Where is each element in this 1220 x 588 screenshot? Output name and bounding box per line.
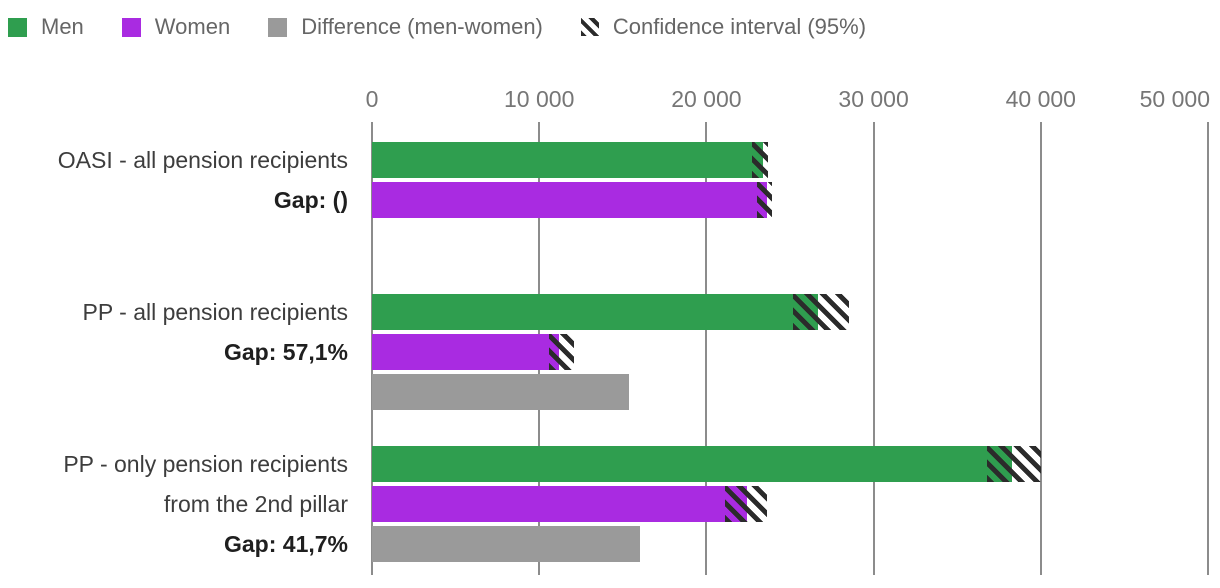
bar-women-group-3 [372, 486, 747, 522]
confidence-interval-women-group-3 [724, 486, 767, 522]
tick-label-40000: 40 000 [1005, 86, 1076, 112]
legend-item-confidence-interval-95[interactable]: Confidence interval (95%) [580, 14, 867, 40]
bar-difference-men-women-group-2 [372, 374, 630, 410]
group-label-2-line-1: PP - all pension recipients [82, 299, 349, 325]
legend-item-men[interactable]: Men [8, 14, 84, 40]
legend-label: Women [154, 14, 231, 39]
legend-item-women[interactable]: Women [121, 14, 231, 40]
tick-label-10000: 10 000 [504, 86, 575, 112]
bar-difference-men-women-group-3 [372, 526, 640, 562]
legend-swatch-icon [268, 17, 288, 37]
bar-women-group-2 [372, 334, 560, 370]
group-label-3-line-2: from the 2nd pillar [163, 491, 348, 517]
gap-label-group-2: Gap: 57,1% [224, 339, 348, 365]
tick-label-50000: 50 000 [1139, 86, 1210, 112]
bar-men-group-1 [372, 142, 764, 178]
bar-men-group-3 [372, 446, 1013, 482]
gap-label-group-1: Gap: () [273, 187, 348, 213]
legend-label: Difference (men-women) [301, 14, 543, 39]
tick-label-0: 0 [365, 86, 379, 112]
tick-label-30000: 30 000 [838, 86, 909, 112]
legend-swatch-icon [121, 17, 141, 37]
tick-label-20000: 20 000 [671, 86, 742, 112]
confidence-interval-men-group-3 [987, 446, 1041, 482]
gridline-30000 [872, 122, 875, 575]
chart-legend: Men Women Difference (men-women) Confidence… [8, 14, 866, 40]
confidence-interval-men-group-2 [793, 294, 849, 330]
legend-label: Men [41, 14, 84, 39]
group-label-1-line-1: OASI - all pension recipients [57, 147, 348, 173]
confidence-interval-women-group-2 [549, 334, 575, 370]
bar-men-group-2 [372, 294, 819, 330]
ci-hatch-swatch-icon [580, 18, 599, 36]
legend-item-difference-men-women[interactable]: Difference (men-women) [268, 14, 543, 40]
gridline-50000 [1207, 122, 1209, 575]
legend-label: Confidence interval (95%) [612, 14, 867, 39]
bar-women-group-1 [372, 182, 767, 218]
confidence-interval-women-group-1 [756, 182, 772, 218]
confidence-interval-men-group-1 [751, 142, 769, 178]
gridline-20000 [705, 122, 708, 575]
gridline-40000 [1039, 122, 1042, 575]
gap-label-group-3: Gap: 41,7% [224, 531, 348, 557]
legend-swatch-icon [8, 17, 27, 37]
group-label-3-line-1: PP - only pension recipients [63, 451, 348, 477]
